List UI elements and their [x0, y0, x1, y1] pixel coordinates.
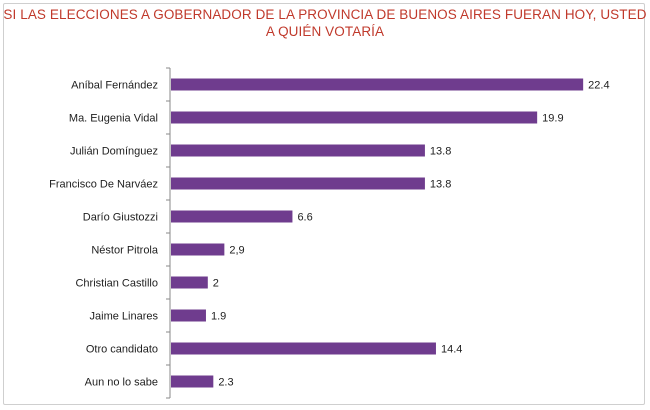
data-label: 6.6	[297, 212, 312, 224]
category-label: Christian Castillo	[75, 278, 158, 290]
category-label: Ma. Eugenia Vidal	[69, 113, 158, 125]
category-label: Darío Giustozzi	[83, 212, 158, 224]
bar	[171, 210, 293, 223]
data-label: 13.8	[430, 179, 451, 191]
chart-title: SI LAS ELECCIONES A GOBERNADOR DE LA PRO…	[0, 6, 650, 40]
category-label: Aun no lo sabe	[85, 377, 158, 389]
data-label: 2,9	[229, 245, 244, 257]
data-label: 2.3	[218, 377, 233, 389]
category-label: Francisco De Narváez	[49, 179, 158, 191]
bar	[171, 177, 425, 190]
chart-frame	[3, 3, 645, 405]
data-label: 1.9	[211, 311, 226, 323]
category-label: Jaime Linares	[90, 311, 159, 323]
data-label: 14.4	[441, 344, 462, 356]
category-label: Néstor Pitrola	[91, 245, 159, 257]
category-label: Otro candidato	[86, 344, 158, 356]
bar	[171, 342, 436, 355]
data-label: 13.8	[430, 146, 451, 158]
bar	[171, 144, 425, 157]
data-label: 19.9	[542, 113, 563, 125]
chart-title-line-1: SI LAS ELECCIONES A GOBERNADOR DE LA PRO…	[3, 7, 647, 22]
category-label: Julián Domínguez	[70, 146, 158, 158]
data-label: 22.4	[588, 80, 609, 92]
bar	[171, 78, 584, 91]
bar	[171, 375, 214, 388]
chart-title-line-2: A QUIÉN VOTARÍA	[265, 24, 385, 39]
bar	[171, 309, 206, 322]
data-label: 2	[213, 278, 219, 290]
category-label: Aníbal Fernández	[71, 80, 158, 92]
bar	[171, 111, 538, 124]
bar	[171, 276, 208, 289]
bar	[171, 243, 225, 256]
